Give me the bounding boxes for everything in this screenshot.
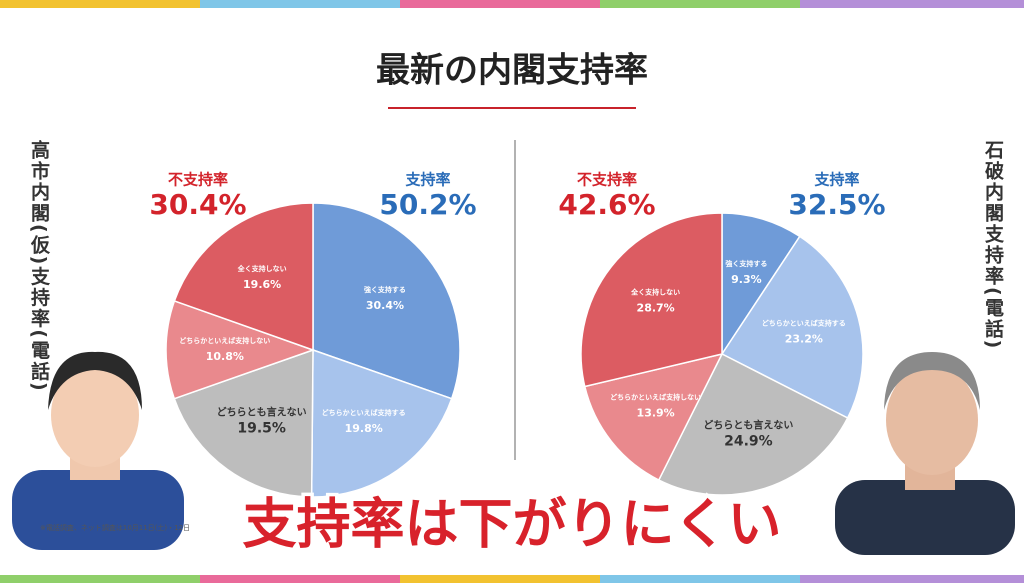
group-value: 50.2% — [379, 188, 476, 221]
slice-name: 全く支持しない — [630, 288, 680, 297]
slice-name: どちらかといえば支持する — [322, 408, 406, 417]
portrait-right — [835, 352, 1015, 555]
border-bottom — [0, 575, 1024, 583]
slice-value: 23.2% — [785, 332, 823, 345]
group-name: 支持率 — [813, 171, 859, 189]
slice-name: 強く支持する — [725, 259, 767, 268]
slice-name: どちらとも言えない — [703, 418, 793, 431]
pie-slice — [720, 235, 864, 420]
pie-slice — [580, 212, 723, 388]
slice-value: 19.6% — [243, 278, 281, 291]
pie-slice — [721, 212, 801, 357]
caption: 支持率は下がりにくい — [243, 493, 782, 556]
slice-value: 30.4% — [366, 299, 404, 312]
slice-name: どちらとも言えない — [217, 406, 307, 419]
group-value: 30.4% — [149, 188, 246, 221]
group-name: 支持率 — [404, 171, 450, 189]
chart-title: 高市内閣(仮)支持率(電話) — [28, 140, 50, 393]
footnote: ※電話調査、ネット調査は10月11日(土)・12日 — [40, 523, 190, 532]
slice-name: 全く支持しない — [237, 264, 287, 273]
slice-name: どちらかといえば支持する — [762, 318, 846, 327]
slice-name: どちらかといえば支持しない — [610, 392, 701, 401]
group-name: 不支持率 — [577, 171, 637, 189]
slice-value: 19.5% — [237, 421, 286, 437]
pie-slice — [657, 352, 849, 496]
pie-slice — [583, 352, 724, 482]
group-name: 不支持率 — [168, 171, 228, 189]
pie-slice — [173, 202, 314, 352]
slice-value: 13.9% — [637, 406, 675, 419]
group-value: 32.5% — [788, 188, 885, 221]
pie-slice — [165, 299, 316, 400]
page-title: 最新の内閣支持率 — [376, 51, 648, 91]
slice-value: 24.9% — [724, 433, 773, 449]
chart-title: 石破内閣支持率(電話) — [982, 140, 1004, 351]
slice-value: 10.8% — [206, 350, 244, 363]
portrait-left — [12, 351, 184, 550]
slice-name: どちらかといえば支持しない — [179, 336, 270, 345]
border-top — [0, 0, 1024, 8]
slice-value: 28.7% — [637, 302, 675, 315]
pie-slice — [310, 348, 453, 498]
slice-name: 強く支持する — [364, 285, 406, 294]
pie-slice — [312, 202, 461, 400]
group-value: 42.6% — [558, 188, 655, 221]
slice-value: 9.3% — [731, 273, 762, 286]
slice-value: 19.8% — [345, 422, 383, 435]
